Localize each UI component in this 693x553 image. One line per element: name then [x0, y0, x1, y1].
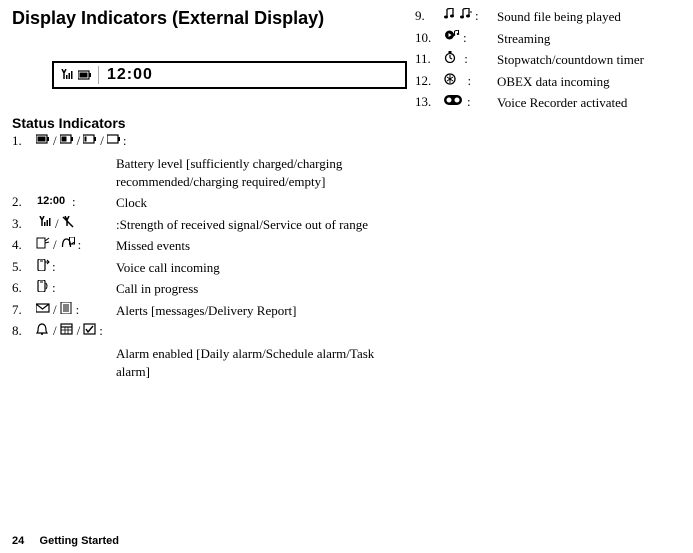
battery-low-icon [83, 133, 97, 145]
indicator-row-8: 8. / / : [12, 323, 407, 339]
indicator-row-2: 2. : Clock [12, 194, 407, 212]
row-3-desc: :Strength of received signal/Service out… [116, 216, 407, 234]
external-display-sample: 12:00 [52, 61, 407, 89]
row-number: 4. [12, 237, 36, 253]
call-progress-cell: : [36, 280, 116, 296]
row-number: 2. [12, 194, 36, 210]
no-service-icon [62, 216, 76, 228]
indicator-row-6: 6. : Call in progress [12, 280, 407, 298]
indicator-row-7: 7. / : Alerts [messages/Delivery Report] [12, 302, 407, 320]
call-progress-icon [36, 280, 50, 292]
battery-full-icon [36, 133, 50, 145]
task-alarm-icon [83, 323, 97, 335]
battery-empty-icon [107, 133, 121, 145]
row-8-desc: Alarm enabled [Daily alarm/Schedule alar… [116, 345, 407, 380]
row-number: 7. [12, 302, 36, 318]
indicator-row-4: 4. / : Missed events [12, 237, 407, 255]
row-2-desc: Clock [116, 194, 407, 212]
row-6-desc: Call in progress [116, 280, 407, 298]
row-10-desc: Streaming [497, 30, 681, 48]
indicator-row-5: 5. : Voice call incoming [12, 259, 407, 277]
bell-icon [36, 323, 50, 335]
indicator-row-10: 10. : Streaming [415, 30, 681, 48]
footer-page-number: 24 [12, 535, 24, 547]
delivery-report-icon [60, 302, 74, 314]
row-1-desc: Battery level [sufficiently charged/char… [116, 155, 407, 190]
sound-icons-group: : [443, 8, 497, 24]
indicator-row-12: 12. : OBEX data incoming [415, 73, 681, 91]
signal-icon [58, 69, 74, 81]
indicator-row-11: 11. : Stopwatch/countdown timer [415, 51, 681, 69]
stopwatch-icon-cell: : [443, 51, 497, 67]
row-number: 12. [415, 73, 443, 89]
page-footer: 24 Getting Started [12, 535, 119, 547]
clock-display-icon [36, 194, 70, 206]
row-number: 3. [12, 216, 36, 232]
clock-sample-text: 12:00 [98, 66, 153, 84]
streaming-icon [443, 30, 461, 42]
row-9-desc: Sound file being played [497, 8, 681, 26]
missed-event-icon [36, 237, 50, 249]
row-number: 9. [415, 8, 443, 24]
signal-icons-group: / [36, 216, 116, 232]
envelope-icon [36, 302, 50, 314]
schedule-alarm-icon [60, 323, 74, 335]
page-title: Display Indicators (External Display) [12, 8, 407, 29]
row-5-desc: Voice call incoming [116, 259, 407, 277]
alerts-icons-group: / : [36, 302, 116, 318]
row-number: 13. [415, 94, 443, 110]
music-note-icon [443, 8, 457, 20]
obex-icon-cell: : [443, 73, 497, 89]
battery-icon [78, 69, 92, 81]
music-note-alt-icon [459, 8, 473, 20]
row-number: 11. [415, 51, 443, 67]
row-4-desc: Missed events [116, 237, 407, 255]
row-number: 8. [12, 323, 36, 339]
call-incoming-icon [36, 259, 50, 271]
indicator-row-9: 9. : Sound file being played [415, 8, 681, 26]
indicator-row-13: 13. : Voice Recorder activated [415, 94, 681, 112]
row-number: 5. [12, 259, 36, 275]
indicator-row-3: 3. / :Strength of received signal/Servic… [12, 216, 407, 234]
indicator-row-1: 1. / / / : [12, 133, 407, 149]
row-7-desc: Alerts [messages/Delivery Report] [116, 302, 407, 320]
clock-icon-cell: : [36, 194, 116, 210]
status-indicators-heading: Status Indicators [12, 115, 407, 131]
missed-icons-group: / : [36, 237, 116, 253]
battery-med-icon [60, 133, 74, 145]
row-number: 10. [415, 30, 443, 46]
call-incoming-cell: : [36, 259, 116, 275]
row-11-desc: Stopwatch/countdown timer [497, 51, 681, 69]
footer-section: Getting Started [40, 535, 119, 547]
obex-icon [443, 73, 457, 85]
missed-call-icon [60, 237, 76, 249]
signal-strength-icon [36, 216, 52, 228]
row-number: 6. [12, 280, 36, 296]
row-number: 1. [12, 133, 36, 149]
battery-icons-group: / / / : [36, 133, 136, 149]
recorder-icon-cell: : [443, 94, 497, 110]
voice-recorder-icon [443, 94, 465, 106]
row-13-desc: Voice Recorder activated [497, 94, 681, 112]
row-12-desc: OBEX data incoming [497, 73, 681, 91]
alarm-icons-group: / / : [36, 323, 136, 339]
stopwatch-icon [443, 51, 457, 63]
streaming-icon-cell: : [443, 30, 497, 46]
